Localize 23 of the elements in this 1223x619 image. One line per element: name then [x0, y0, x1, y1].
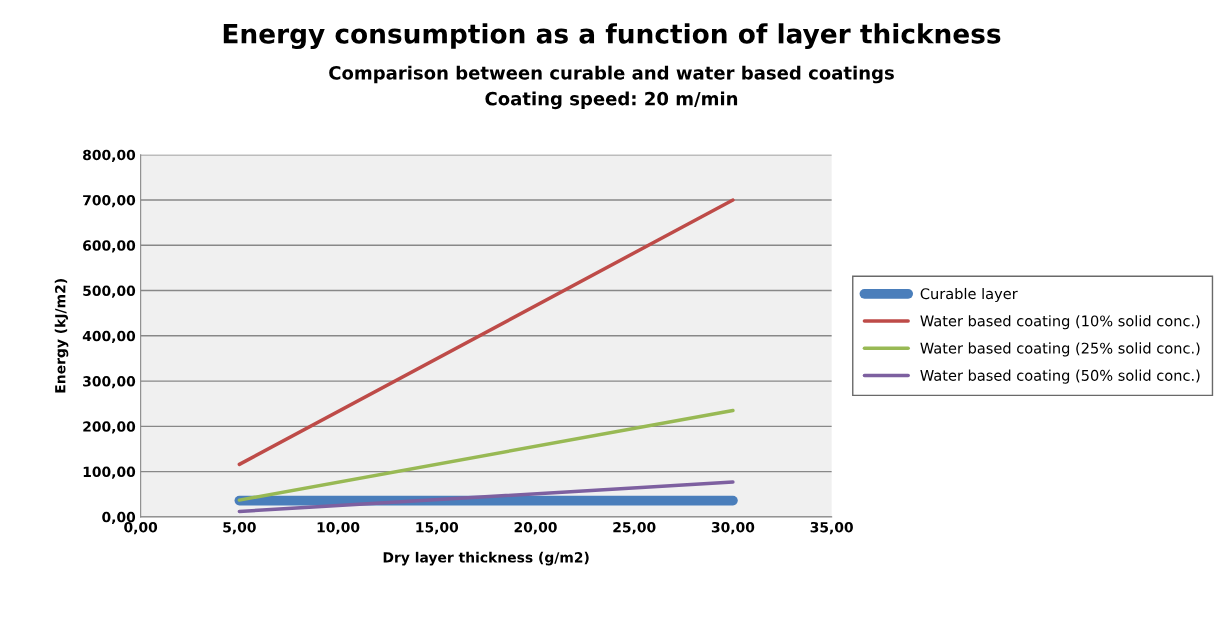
- legend-label: Water based coating (50% solid conc.): [920, 369, 1200, 384]
- x-tick-label: 10,00: [317, 521, 360, 535]
- x-axis-title: Dry layer thickness (g/m2): [383, 551, 589, 566]
- y-axis-title: Energy (kJ/m2): [54, 279, 69, 393]
- chart-subtitle: Comparison between curable and water based coatings Coating speed: 20 m/min: [329, 65, 894, 110]
- x-tick-label: 30,00: [711, 521, 755, 535]
- legend-label: Water based coating (10% solid conc.): [920, 315, 1200, 330]
- y-tick-label: 400,00: [82, 330, 136, 344]
- x-tick-label: 35,00: [810, 521, 853, 535]
- chart-title: Energy consumption as a function of layer thickness: [223, 23, 1001, 50]
- y-tick-label: 200,00: [83, 421, 136, 434]
- legend-label: Curable layer: [920, 287, 1018, 303]
- y-tick-label: 600,00: [83, 240, 136, 253]
- y-tick-label: 300,00: [83, 376, 136, 389]
- x-tick-label: 5,00: [223, 521, 256, 535]
- x-tick-label: 20,00: [514, 521, 557, 535]
- x-tick-label: 25,00: [613, 521, 656, 535]
- y-tick-label: 100,00: [83, 466, 136, 479]
- y-tick-label: 700,00: [83, 194, 136, 208]
- x-tick-label: 15,00: [416, 521, 459, 535]
- y-tick-label: 800,00: [83, 149, 136, 162]
- y-tick-label: 500,00: [83, 285, 136, 298]
- legend-label: Water based coating (25% solid conc.): [920, 342, 1200, 357]
